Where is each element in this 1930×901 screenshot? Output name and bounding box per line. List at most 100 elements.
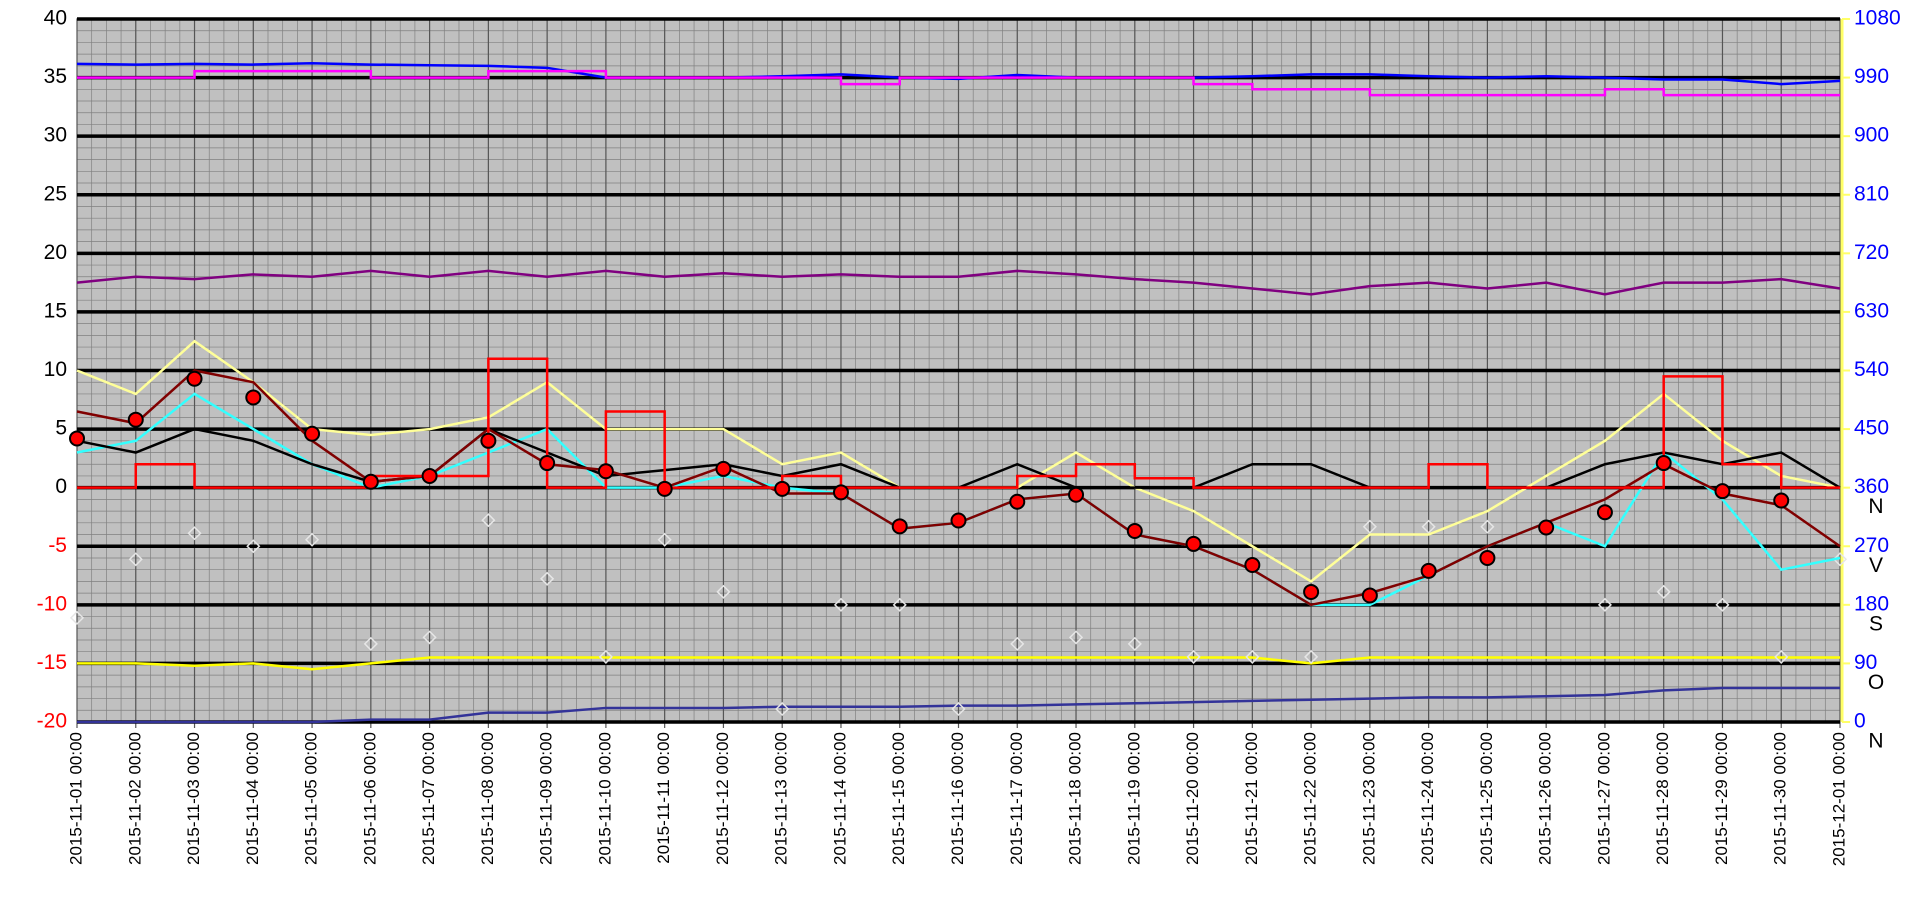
dot xyxy=(421,467,438,484)
x-tick-label: 2015-11-01 00:00 xyxy=(66,732,85,865)
line xyxy=(77,656,1840,671)
y-tick-label: -15 xyxy=(37,651,67,674)
dot xyxy=(1655,455,1672,472)
direction-label: S xyxy=(1869,612,1883,635)
dot xyxy=(891,518,908,535)
y2-tick-label: 900 xyxy=(1854,124,1889,147)
x-tick-label: 2015-11-29 00:00 xyxy=(1712,732,1731,865)
step-line xyxy=(77,69,1840,97)
y-tick-label: 15 xyxy=(44,299,67,322)
x-tick-label: 2015-11-14 00:00 xyxy=(830,732,849,865)
direction-marker xyxy=(598,649,613,664)
direction-label: N xyxy=(1868,730,1883,753)
dot xyxy=(1009,493,1026,510)
x-tick-label: 2015-11-18 00:00 xyxy=(1066,732,1085,865)
line xyxy=(76,269,1841,296)
y2-tick-label: 990 xyxy=(1854,65,1889,88)
dot xyxy=(127,411,144,428)
direction-marker xyxy=(128,552,143,567)
x-tick-label: 2015-11-27 00:00 xyxy=(1594,732,1613,865)
dot xyxy=(1126,523,1143,540)
direction-marker xyxy=(540,571,555,586)
direction-marker xyxy=(892,597,907,612)
direction-marker xyxy=(1010,636,1025,651)
direction-marker xyxy=(1480,519,1495,534)
dot xyxy=(1068,486,1085,503)
direction-marker xyxy=(833,597,849,612)
direction-marker xyxy=(1421,519,1436,534)
line xyxy=(76,62,1841,86)
y2-tick-label: 180 xyxy=(1854,592,1889,615)
x-tick-label: 2015-11-13 00:00 xyxy=(772,732,791,865)
y-tick-label: 35 xyxy=(44,65,67,88)
dot xyxy=(1773,492,1790,509)
direction-marker xyxy=(1832,552,1848,567)
dot xyxy=(1538,519,1555,536)
x-tick-label: 2015-11-19 00:00 xyxy=(1124,732,1143,865)
x-tick-label: 2015-11-03 00:00 xyxy=(184,732,203,865)
direction-marker xyxy=(1774,649,1789,664)
direction-marker xyxy=(422,630,437,645)
x-tick-label: 2015-11-25 00:00 xyxy=(1477,732,1496,865)
x-tick-label: 2015-11-02 00:00 xyxy=(125,732,144,865)
y-tick-label: 10 xyxy=(44,358,67,381)
dot xyxy=(715,460,732,477)
dot xyxy=(832,484,849,501)
dot xyxy=(774,480,791,497)
dot xyxy=(656,480,673,497)
y-tick-label: 25 xyxy=(44,182,67,205)
dot xyxy=(1420,562,1437,579)
direction-marker xyxy=(657,532,672,547)
direction-marker xyxy=(1656,584,1671,599)
dot xyxy=(480,432,497,449)
x-tick-label: 2015-11-20 00:00 xyxy=(1183,732,1202,865)
x-tick-label: 2015-11-11 00:00 xyxy=(654,732,673,864)
y-tick-label: -10 xyxy=(37,592,67,615)
y2-tick-label: 630 xyxy=(1854,299,1889,322)
x-tick-label: 2015-11-06 00:00 xyxy=(360,732,379,865)
x-tick-label: 2015-11-30 00:00 xyxy=(1771,732,1790,865)
x-tick-label: 2015-11-21 00:00 xyxy=(1242,732,1261,865)
direction-marker xyxy=(246,539,261,554)
x-tick-label: 2015-11-28 00:00 xyxy=(1653,732,1672,865)
x-tick-label: 2015-11-15 00:00 xyxy=(889,732,908,865)
y-tick-label: 20 xyxy=(44,241,67,264)
y2-tick-label: 360 xyxy=(1854,475,1889,498)
direction-marker xyxy=(951,701,966,717)
x-tick-label: 2015-11-23 00:00 xyxy=(1359,732,1378,865)
direction-label: V xyxy=(1869,554,1883,577)
direction-marker xyxy=(1127,636,1142,651)
dot xyxy=(1244,556,1261,573)
y2-tick-label: 540 xyxy=(1854,358,1889,381)
x-tick-label: 2015-11-04 00:00 xyxy=(243,732,262,865)
x-tick-label: 2015-11-08 00:00 xyxy=(478,732,497,865)
direction-label: O xyxy=(1868,671,1884,694)
y2-tick-label: 720 xyxy=(1854,241,1889,264)
dot xyxy=(950,512,967,529)
direction-marker xyxy=(187,526,202,541)
dot xyxy=(69,430,85,447)
dot xyxy=(1596,504,1613,521)
x-tick-label: 2015-11-26 00:00 xyxy=(1536,732,1555,865)
y-tick-label: 0 xyxy=(55,475,67,498)
direction-marker xyxy=(481,513,496,528)
dot xyxy=(304,425,321,442)
x-tick-label: 2015-11-05 00:00 xyxy=(302,732,321,865)
dot xyxy=(1714,483,1731,500)
x-tick-label: 2015-11-16 00:00 xyxy=(948,732,967,865)
direction-marker xyxy=(69,610,85,625)
direction-marker xyxy=(305,532,320,547)
y2-tick-label: 1080 xyxy=(1854,7,1901,30)
x-tick-label: 2015-11-24 00:00 xyxy=(1418,732,1437,865)
y-tick-label: 5 xyxy=(55,417,67,440)
y2-tick-label: 90 xyxy=(1854,651,1877,674)
dot xyxy=(186,370,203,387)
dot xyxy=(362,473,379,490)
x-tick-label: 2015-11-10 00:00 xyxy=(595,732,614,865)
y2-tick-label: 450 xyxy=(1854,417,1889,440)
direction-marker xyxy=(1362,519,1377,534)
direction-marker xyxy=(1068,630,1084,645)
direction-marker xyxy=(1186,649,1201,664)
dot xyxy=(1479,549,1496,566)
